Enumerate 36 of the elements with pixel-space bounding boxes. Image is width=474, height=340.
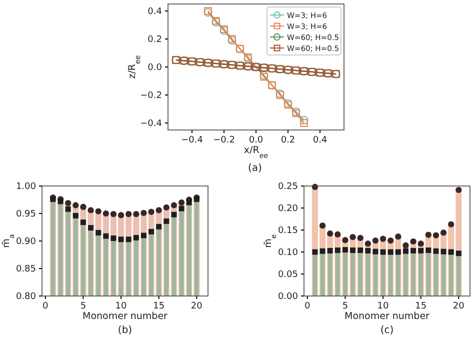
x-tick-label: −0.4 [181,135,204,146]
x-tick-label: 15 [153,301,165,312]
x-axis-title: x/R$_{ee}$ [244,145,268,160]
y-tick-label: 0.80 [16,292,36,302]
x-tick-label: 20 [190,301,203,312]
y-tick-label: 0.0 [148,62,162,73]
text: (b) [118,325,132,336]
text: (c) [380,325,394,336]
x-axis-title: Monomer number [82,311,168,322]
x-tick-label: 0 [304,301,311,312]
x-tick-label: 10 [115,301,128,312]
x-axis-title: Monomer number [344,311,430,322]
y-tick-label: 0.20 [278,204,298,214]
y-tick-label: −0.2 [140,90,162,101]
x-tick-label: 10 [377,301,390,312]
y-tick-label: 0.4 [148,6,162,17]
y-tick-label: 0.2 [148,34,162,45]
x-tick-label: 0 [42,301,49,312]
x-tick-label: −0.2 [213,135,235,146]
y-tick-label: 0.25 [278,182,298,192]
y-tick-label: 0.90 [16,236,36,247]
x-tick-label: 20 [452,301,465,312]
x-tick-label: 5 [80,301,86,312]
y-tick-label: −0.4 [140,118,162,129]
y-tick-label: 1.00 [16,182,36,192]
y-tick-label: 0.05 [278,270,298,280]
y-tick-label: 0.15 [278,226,298,236]
y-tick-label: 0.00 [278,292,298,302]
y-tick-label: 0.95 [16,209,36,220]
x-tick-label: 15 [415,301,427,312]
x-tick-label: 0.4 [312,135,328,146]
x-tick-label: 0.0 [248,135,264,146]
x-tick-label: 5 [342,301,348,312]
y-tick-label: 0.85 [16,264,36,274]
text: (a) [248,163,262,174]
y-tick-label: 0.10 [278,248,298,258]
